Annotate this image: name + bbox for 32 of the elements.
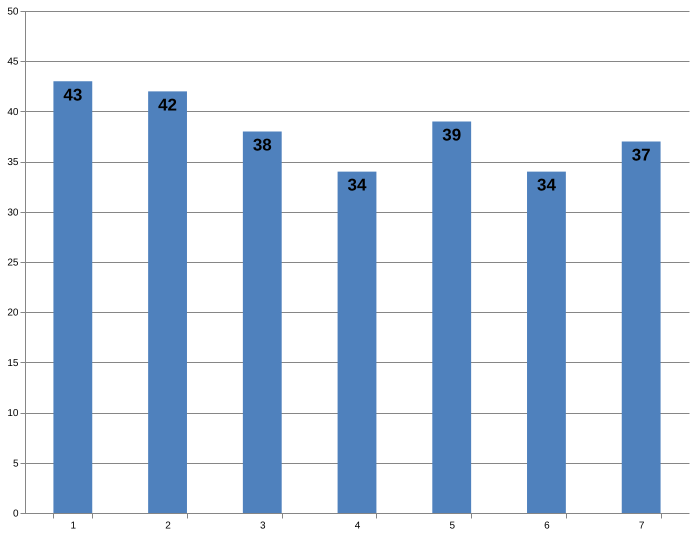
data-label: 43 (63, 85, 82, 104)
y-tick-label: 50 (7, 6, 19, 18)
x-tick-label: 5 (449, 520, 456, 532)
data-label: 38 (252, 135, 272, 154)
bar (338, 172, 376, 513)
y-tick-label: 30 (7, 207, 19, 218)
data-label: 34 (536, 176, 556, 195)
bar (242, 131, 282, 513)
data-label: 39 (442, 125, 462, 144)
data-label: 34 (348, 176, 367, 195)
x-tick-label: 4 (354, 520, 361, 532)
data-label: 37 (632, 146, 651, 165)
y-tick-label: 45 (7, 56, 19, 68)
y-tick-label: 20 (7, 308, 19, 319)
x-tick-label: 6 (544, 520, 550, 532)
y-tick-label: 25 (7, 258, 19, 268)
y-tick-label: 0 (12, 508, 19, 520)
bar (148, 91, 187, 513)
data-label: 42 (158, 95, 178, 114)
y-tick-label: 15 (7, 358, 19, 369)
x-tick-label: 1 (70, 520, 77, 532)
y-tick-label: 35 (7, 157, 19, 168)
bar (622, 142, 661, 513)
bar (527, 172, 566, 513)
y-tick-label: 40 (7, 106, 19, 118)
bar (53, 81, 92, 513)
y-tick-label: 10 (7, 408, 19, 420)
x-tick-label: 2 (165, 520, 172, 532)
y-tick-label: 5 (12, 458, 19, 470)
x-tick-label: 3 (260, 520, 266, 532)
x-tick-label: 7 (638, 520, 645, 532)
bar (432, 121, 472, 513)
